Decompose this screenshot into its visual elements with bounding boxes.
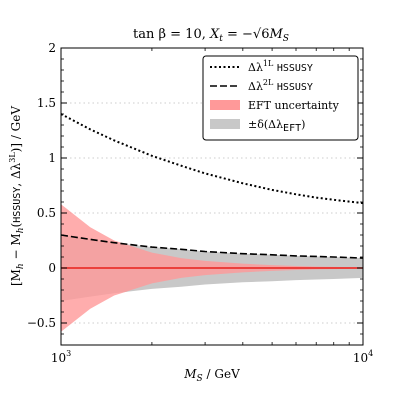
legend-box xyxy=(202,55,359,141)
data-lines xyxy=(61,113,363,269)
series-line-1l xyxy=(61,113,363,205)
legend-label-delta-eft: ±δ(ΔλEFT) xyxy=(248,118,305,134)
y-tick-label: 2 xyxy=(48,41,56,55)
y-tick-label: 0.5 xyxy=(37,206,56,220)
x-tick-label: 104 xyxy=(353,349,373,365)
y-axis-label: [Mh − Mh(HSSUSY, Δλ3L)] / GeV xyxy=(8,106,26,286)
series-line-2l xyxy=(61,234,363,259)
y-tick-label: 1.5 xyxy=(37,96,56,110)
legend-label-eft-uncertainty: EFT uncertainty xyxy=(248,99,340,112)
legend-swatch-delta-eft xyxy=(210,119,240,129)
x-axis-label: MS / GeV xyxy=(183,367,240,384)
y-tick-label: 1 xyxy=(48,151,56,165)
y-tick-label: −0.5 xyxy=(27,316,56,330)
x-tick-label: 103 xyxy=(51,349,71,365)
y-tick-label: 0 xyxy=(48,261,56,275)
legend: Δλ1L HSSUSY Δλ2L HSSUSY EFT uncertainty … xyxy=(202,55,359,141)
plot-frame xyxy=(60,47,364,346)
chart-title: tan β = 10, Xt = −√6MS xyxy=(133,27,289,44)
legend-label-1l: Δλ1L HSSUSY xyxy=(248,59,313,74)
legend-swatch-eft-uncertainty xyxy=(210,100,240,110)
legend-label-2l: Δλ2L HSSUSY xyxy=(248,78,313,93)
